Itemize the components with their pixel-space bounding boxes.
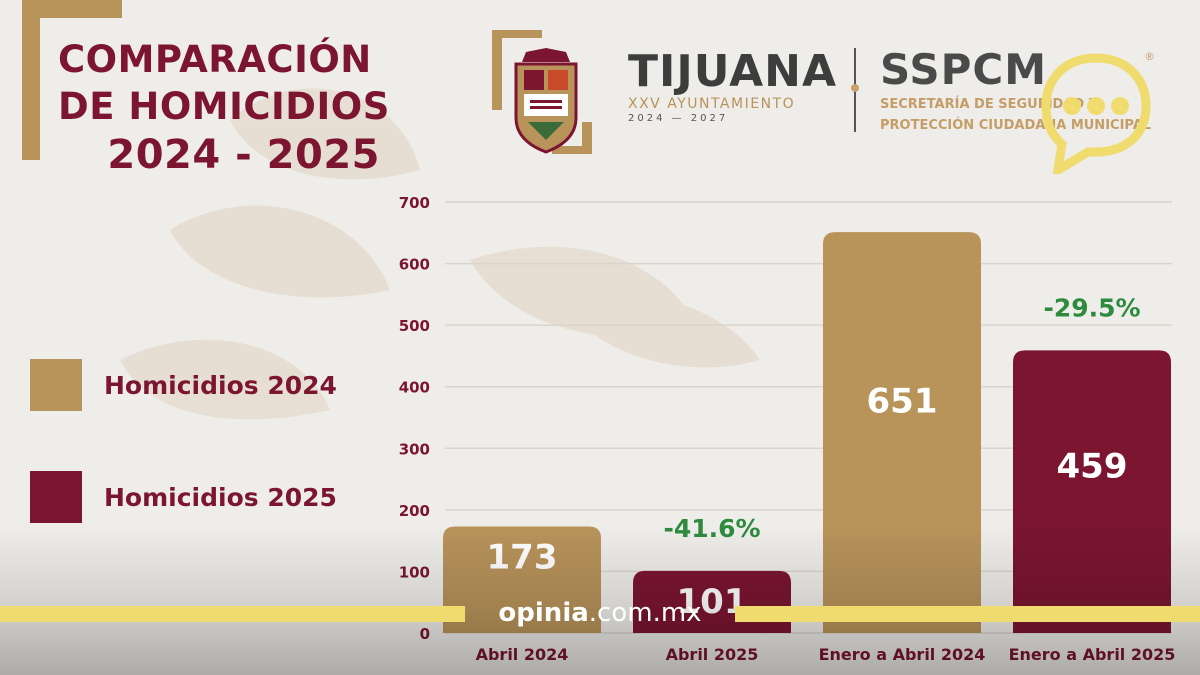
logo-divider-dot [851, 84, 859, 92]
bar-value-label: 651 [867, 382, 938, 422]
x-tick-label: Enero a Abril 2024 [819, 645, 986, 664]
legend-label-2025: Homicidios 2025 [104, 482, 337, 512]
tijuana-wordmark: TIJUANA XXV AYUNTAMIENTO 2024 — 2027 [628, 46, 838, 125]
title-line-3: 2024 - 2025 [107, 132, 380, 178]
x-tick-label: Abril 2024 [476, 645, 569, 664]
x-tick-label: Enero a Abril 2025 [1009, 645, 1176, 664]
y-tick-label: 0 [420, 625, 430, 643]
municipality-name: TIJUANA [628, 46, 838, 97]
y-tick-label: 300 [399, 440, 430, 458]
header-logos: TIJUANA XXV AYUNTAMIENTO 2024 — 2027 SSP… [488, 26, 1168, 166]
y-tick-label: 700 [399, 194, 430, 212]
legend-label-2024: Homicidios 2024 [104, 370, 337, 400]
y-tick-label: 100 [399, 563, 430, 581]
chat-bubble-icon[interactable] [1040, 52, 1152, 174]
x-tick-label: Abril 2025 [666, 645, 759, 664]
watermark-bar-left [0, 606, 465, 622]
legend-swatch-2024 [30, 359, 82, 411]
agency-name-line-2: PROTECCIÓN CIUDADANA MUNICIPAL [880, 118, 1152, 133]
ayuntamiento-label: XXV AYUNTAMIENTO [628, 96, 796, 112]
bar [1013, 350, 1171, 633]
sspcm-wordmark: SSPCM SECRETARÍA DE SEGURIDAD Y PROTECCI… [880, 48, 1151, 134]
legend-swatch-2025 [30, 471, 82, 523]
y-tick-label: 600 [399, 256, 430, 274]
y-tick-label: 500 [399, 317, 430, 335]
crest-frame-decoration [492, 30, 592, 154]
legend-item-2024: Homicidios 2024 [30, 358, 337, 412]
page-title: COMPARACIÓN DE HOMICIDIOS 2024 - 2025 [58, 36, 390, 179]
bar [443, 526, 601, 633]
percent-change-label: -41.6% [663, 514, 760, 543]
bar-value-label: 173 [487, 537, 558, 577]
corner-bracket-decoration [22, 0, 122, 160]
agency-acronym: SSPCM [880, 45, 1048, 94]
title-line-1: COMPARACIÓN [58, 38, 372, 81]
y-tick-label: 200 [399, 502, 430, 520]
site-watermark[interactable]: opinia.com.mx [465, 596, 735, 630]
watermark-bar-right [735, 606, 1200, 622]
y-tick-label: 400 [399, 379, 430, 397]
bar-value-label: 459 [1057, 447, 1128, 487]
percent-change-label: -29.5% [1043, 293, 1140, 322]
administration-period: 2024 — 2027 [628, 113, 729, 124]
bar [823, 232, 981, 634]
tijuana-crest-icon [514, 48, 578, 154]
registered-mark: ® [1144, 50, 1155, 63]
watermark-domain: .com.mx [588, 598, 702, 628]
legend-item-2025: Homicidios 2025 [30, 470, 337, 524]
watermark-brand: opinia [498, 598, 589, 628]
title-line-2: DE HOMICIDIOS [58, 85, 390, 128]
